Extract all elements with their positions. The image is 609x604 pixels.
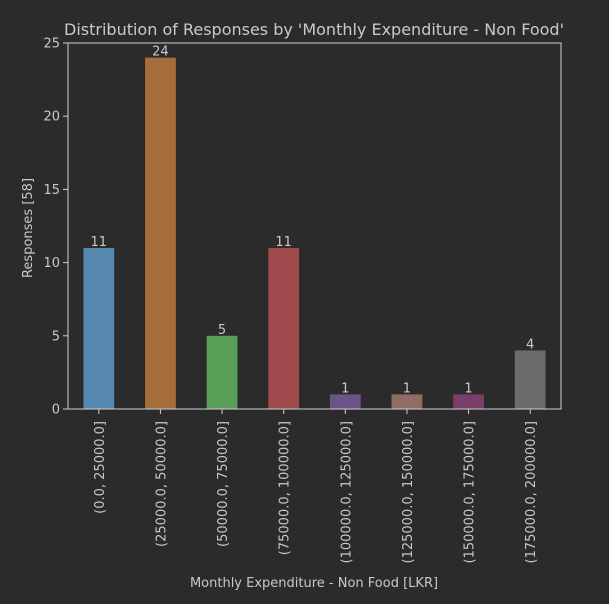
bar <box>514 350 546 409</box>
bar <box>391 394 423 409</box>
x-tick-label: (125000.0, 150000.0] <box>401 421 416 563</box>
x-tick-label: (100000.0, 125000.0] <box>339 421 354 563</box>
x-tick-label: (150000.0, 175000.0] <box>463 421 478 563</box>
plot-frame <box>67 42 562 410</box>
x-axis: (0.0, 25000.0] (25000.0, 50000.0] (50000.0… <box>93 409 539 563</box>
bar <box>329 394 361 409</box>
bar <box>145 57 176 409</box>
bar <box>268 247 300 409</box>
bar <box>83 247 115 409</box>
x-axis-label: Monthly Expenditure - Non Food [LKR] <box>190 576 438 591</box>
bar <box>453 394 484 409</box>
y-tick-label: 10 <box>43 256 60 271</box>
y-axis: 0 5 10 15 20 25 <box>43 37 68 418</box>
y-tick-label: 0 <box>52 403 60 418</box>
x-tick-label: (175000.0, 200000.0] <box>524 421 539 563</box>
x-tick-label: (0.0, 25000.0] <box>93 421 108 514</box>
y-tick-label: 25 <box>43 37 60 52</box>
bar-value-label: 24 <box>152 45 169 60</box>
bar-value-label: 4 <box>526 337 534 352</box>
y-tick-label: 5 <box>52 329 60 344</box>
bars-group <box>83 57 546 409</box>
bar-value-label: 11 <box>91 235 108 250</box>
y-tick-label: 15 <box>43 183 60 198</box>
y-tick-label: 20 <box>43 110 60 125</box>
bar-value-label: 1 <box>403 381 411 396</box>
bar-value-label: 1 <box>464 381 472 396</box>
bar-value-label: 11 <box>275 235 292 250</box>
chart-title: Distribution of Responses by 'Monthly Ex… <box>64 20 564 39</box>
bar <box>206 335 238 409</box>
x-tick-label: (75000.0, 100000.0] <box>278 421 293 555</box>
x-tick-label: (25000.0, 50000.0] <box>154 421 169 547</box>
y-axis-label: Responses [58] <box>21 178 36 278</box>
bar-value-label: 5 <box>218 323 226 338</box>
x-tick-label: (50000.0, 75000.0] <box>216 421 231 547</box>
bar-value-label: 1 <box>341 381 349 396</box>
